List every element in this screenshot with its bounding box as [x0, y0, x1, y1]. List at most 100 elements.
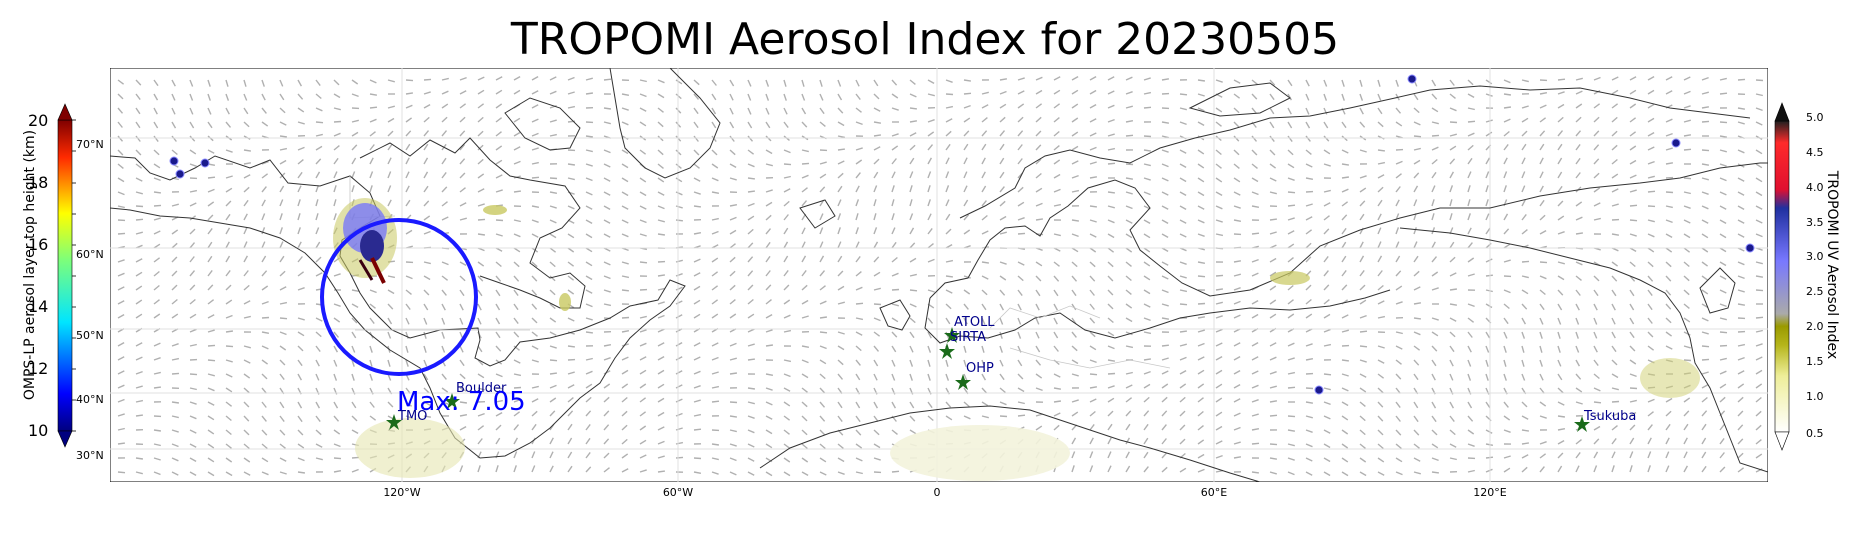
- left-colorbar-label: OMPS-LP aerosol layer top height (km): [22, 129, 38, 401]
- wind-arrow: [1179, 356, 1187, 361]
- wind-arrow: [405, 143, 411, 151]
- wind-arrow: [1215, 274, 1224, 277]
- wind-arrow: [1233, 191, 1241, 196]
- wind-arrow: [315, 121, 324, 124]
- wind-arrow: [1233, 121, 1240, 128]
- wind-arrow: [1215, 411, 1223, 417]
- wind-arrow: [1215, 233, 1224, 237]
- wind-arrow: [1629, 145, 1637, 151]
- wind-arrow: [423, 230, 431, 235]
- wind-arrow: [1665, 410, 1672, 417]
- wind-arrow: [1683, 191, 1691, 195]
- wind-arrow: [549, 133, 557, 137]
- wind-arrow: [801, 174, 809, 179]
- wind-arrow: [1647, 103, 1655, 109]
- wind-arrow: [1125, 384, 1133, 389]
- wind-arrow: [531, 385, 539, 389]
- right-colorbar-bottom-arrow: [1774, 431, 1790, 451]
- wind-arrow: [657, 163, 664, 169]
- wind-arrow: [135, 385, 143, 389]
- wind-arrow: [549, 303, 556, 310]
- wind-arrow: [297, 213, 301, 221]
- wind-arrow: [1161, 135, 1169, 139]
- wind-arrow: [207, 401, 215, 406]
- wind-arrow: [171, 242, 178, 249]
- wind-arrow: [1251, 177, 1259, 183]
- wind-arrow: [1467, 359, 1472, 367]
- wind-arrow: [333, 345, 339, 353]
- wind-arrow: [855, 121, 863, 126]
- wind-arrow: [1179, 330, 1187, 333]
- wind-arrow: [891, 331, 898, 338]
- wind-arrow: [153, 284, 160, 291]
- wind-arrow: [765, 189, 773, 193]
- wind-arrow: [1107, 423, 1113, 431]
- wind-arrow: [1287, 342, 1295, 347]
- wind-arrow: [1611, 261, 1619, 267]
- wind-arrow: [405, 275, 413, 280]
- wind-arrow: [675, 370, 683, 375]
- wind-arrow: [1665, 317, 1672, 324]
- wind-arrow: [1341, 255, 1347, 263]
- wind-arrow: [1485, 373, 1489, 381]
- wind-arrow: [1215, 177, 1223, 183]
- wind-arrow: [171, 270, 178, 277]
- wind-arrow: [189, 313, 197, 319]
- wind-arrow: [207, 227, 213, 235]
- wind-arrow: [855, 286, 863, 291]
- wind-arrow: [1593, 289, 1599, 297]
- wind-arrow: [999, 387, 1006, 394]
- wind-arrow: [819, 107, 825, 115]
- wind-arrow: [693, 121, 699, 129]
- wind-arrow: [117, 384, 125, 389]
- wind-arrow: [1539, 289, 1546, 296]
- wind-arrow: [1503, 79, 1511, 84]
- wind-arrow: [495, 117, 503, 123]
- wind-arrow: [549, 359, 558, 362]
- wind-arrow: [1611, 425, 1618, 431]
- wind-arrow: [1017, 331, 1022, 339]
- wind-arrow: [1287, 191, 1296, 194]
- wind-arrow: [657, 411, 665, 417]
- wind-arrow: [981, 117, 988, 123]
- wind-arrow: [1269, 163, 1277, 169]
- wind-arrow: [1197, 356, 1205, 361]
- wind-arrow: [927, 331, 932, 339]
- wind-arrow: [1449, 171, 1455, 179]
- wind-arrow: [999, 171, 1005, 179]
- wind-arrow: [387, 105, 395, 109]
- right-tick: 5.0: [1806, 111, 1824, 124]
- wind-arrow: [225, 175, 233, 179]
- wind-arrow: [909, 273, 917, 277]
- wind-arrow: [1341, 457, 1349, 463]
- wind-arrow: [1107, 437, 1112, 445]
- wind-arrow: [1251, 232, 1260, 235]
- wind-arrow: [873, 457, 881, 461]
- wind-arrow: [765, 241, 771, 249]
- wind-arrow: [873, 107, 881, 112]
- wind-arrow: [369, 118, 377, 123]
- wind-arrow: [1071, 103, 1079, 109]
- wind-arrow: [405, 289, 412, 295]
- wind-arrow: [801, 269, 807, 277]
- wind-arrow: [1395, 173, 1402, 179]
- wind-arrow: [1521, 373, 1526, 381]
- wind-arrow: [1629, 437, 1635, 445]
- wind-arrow: [1503, 401, 1509, 408]
- wind-arrow: [171, 256, 178, 263]
- wind-arrow: [639, 369, 647, 375]
- wind-arrow: [657, 121, 664, 128]
- wind-arrow: [927, 258, 935, 263]
- wind-arrow: [1611, 303, 1616, 311]
- wind-arrow: [819, 93, 824, 101]
- wind-arrow: [1557, 439, 1565, 445]
- wind-arrow: [639, 454, 647, 459]
- wind-arrow: [1143, 233, 1151, 239]
- wind-arrow: [585, 396, 592, 403]
- wind-arrow: [1395, 79, 1399, 87]
- wind-arrow: [153, 443, 161, 447]
- wind-arrow: [243, 227, 248, 235]
- wind-arrow: [963, 171, 968, 179]
- wind-arrow: [513, 261, 520, 268]
- wind-arrow: [765, 201, 773, 207]
